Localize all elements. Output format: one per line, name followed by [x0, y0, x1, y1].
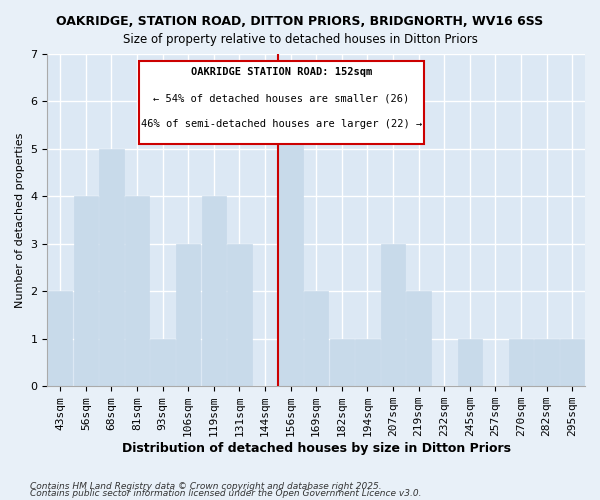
- FancyBboxPatch shape: [139, 60, 424, 144]
- Bar: [355, 339, 380, 386]
- Bar: [406, 292, 431, 386]
- Bar: [202, 196, 226, 386]
- Text: Size of property relative to detached houses in Ditton Priors: Size of property relative to detached ho…: [122, 32, 478, 46]
- Text: Contains public sector information licensed under the Open Government Licence v3: Contains public sector information licen…: [30, 490, 421, 498]
- Bar: [227, 244, 251, 386]
- Bar: [99, 149, 124, 386]
- Bar: [509, 339, 533, 386]
- X-axis label: Distribution of detached houses by size in Ditton Priors: Distribution of detached houses by size …: [122, 442, 511, 455]
- Text: ← 54% of detached houses are smaller (26): ← 54% of detached houses are smaller (26…: [153, 94, 409, 104]
- Bar: [304, 292, 328, 386]
- Bar: [535, 339, 559, 386]
- Bar: [176, 244, 200, 386]
- Bar: [74, 196, 98, 386]
- Bar: [125, 196, 149, 386]
- Bar: [48, 292, 73, 386]
- Bar: [381, 244, 405, 386]
- Bar: [151, 339, 175, 386]
- Text: 46% of semi-detached houses are larger (22) →: 46% of semi-detached houses are larger (…: [140, 119, 422, 129]
- Text: OAKRIDGE STATION ROAD: 152sqm: OAKRIDGE STATION ROAD: 152sqm: [191, 68, 372, 78]
- Text: OAKRIDGE, STATION ROAD, DITTON PRIORS, BRIDGNORTH, WV16 6SS: OAKRIDGE, STATION ROAD, DITTON PRIORS, B…: [56, 15, 544, 28]
- Y-axis label: Number of detached properties: Number of detached properties: [15, 132, 25, 308]
- Bar: [329, 339, 354, 386]
- Text: Contains HM Land Registry data © Crown copyright and database right 2025.: Contains HM Land Registry data © Crown c…: [30, 482, 382, 491]
- Bar: [278, 102, 303, 386]
- Bar: [458, 339, 482, 386]
- Bar: [560, 339, 584, 386]
